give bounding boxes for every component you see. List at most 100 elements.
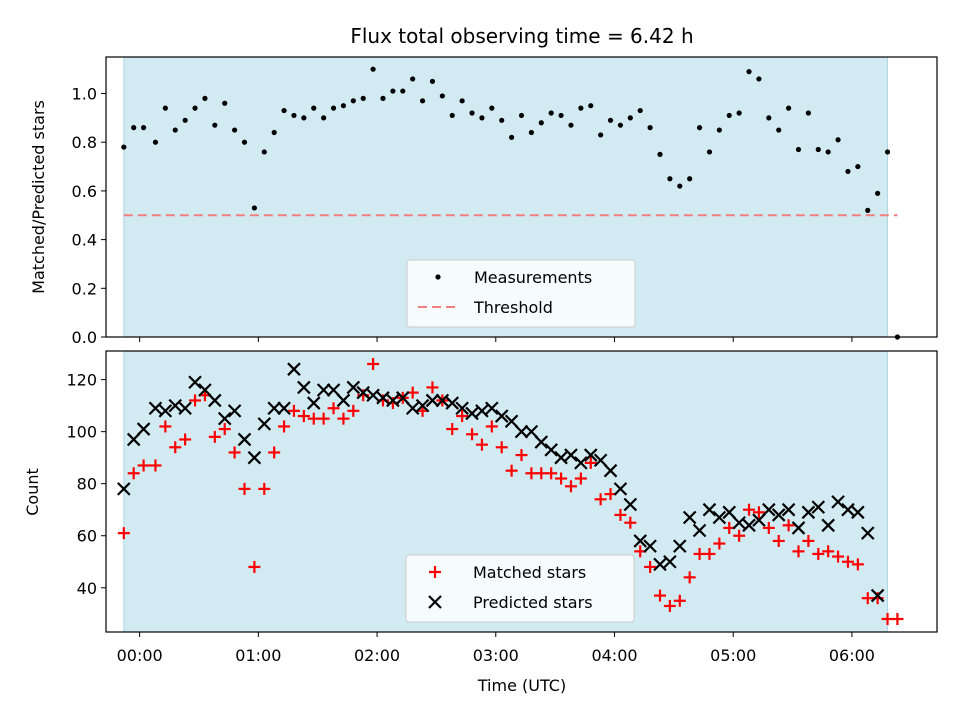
matched-star-point	[772, 534, 785, 547]
measurement-point	[865, 207, 871, 213]
legend-measurements-label: Measurements	[474, 268, 592, 287]
top-y-tick-label: 1.0	[72, 85, 97, 104]
matched-star-point	[159, 420, 172, 433]
x-tick-label: 04:00	[591, 646, 637, 665]
matched-star-point	[337, 412, 350, 425]
predicted-star-point	[247, 450, 262, 465]
measurement-point	[459, 98, 465, 104]
bottom-y-tick-label: 100	[66, 423, 97, 442]
measurement-point	[241, 139, 248, 145]
measurement-point	[795, 146, 802, 153]
predicted-star-point	[336, 393, 351, 408]
matched-star-point	[258, 482, 271, 495]
legend-cross-glyph	[428, 595, 442, 609]
matched-star-point	[545, 467, 558, 480]
measurement-point	[419, 98, 426, 104]
measurement-point	[598, 132, 604, 138]
x-tick-label: 05:00	[710, 646, 756, 665]
top-legend: Measurements Threshold	[406, 259, 636, 328]
measurement-point	[617, 122, 624, 128]
measurement-point	[429, 78, 436, 84]
predicted-star-point	[306, 396, 321, 410]
matched-star-point	[238, 482, 251, 495]
predicted-star-point	[544, 443, 558, 457]
measurement-point	[499, 117, 505, 123]
measurement-point	[301, 115, 307, 121]
measurement-point	[162, 105, 168, 111]
measurement-point	[140, 125, 147, 131]
measurement-point	[232, 127, 238, 133]
bottom-legend-box	[405, 554, 635, 623]
predicted-star-point	[326, 383, 341, 397]
matched-star-point	[327, 402, 340, 415]
predicted-star-point	[762, 502, 776, 517]
bottom-axes-frame	[105, 350, 938, 633]
matched-star-point	[683, 571, 696, 584]
measurement-point	[627, 115, 633, 121]
measurements-series	[121, 66, 901, 340]
measurement-point	[578, 105, 584, 111]
top-y-axis-label: Matched/Predicted stars	[29, 100, 48, 294]
matched-star-point	[851, 558, 864, 571]
predicted-star-point	[435, 393, 450, 408]
predicted-star-point	[136, 422, 151, 436]
measurement-point	[271, 129, 277, 136]
matched-star-point	[891, 612, 904, 625]
chart-title: Flux total observing time = 6.42 h	[350, 24, 693, 48]
predicted-star-point	[554, 450, 568, 465]
measurement-point	[835, 137, 841, 143]
predicted-star-point	[346, 380, 361, 395]
top-y-tick-label: 0.4	[72, 231, 97, 250]
measurement-point	[637, 107, 643, 114]
matched-star-point	[297, 410, 310, 423]
predicted-star-point	[524, 424, 539, 439]
bottom-y-tick-label: 120	[66, 371, 97, 390]
measurement-point	[538, 120, 544, 126]
predicted-star-point	[831, 495, 845, 509]
matched-star-point	[594, 493, 607, 506]
predicted-star-point	[126, 432, 141, 447]
top-y-tick-label: 0.0	[72, 328, 97, 347]
x-axis-label: Time (UTC)	[477, 676, 566, 695]
legend-plus-glyph	[429, 566, 441, 578]
measurement-point	[340, 103, 347, 109]
matched-star-point	[703, 547, 716, 560]
legend-threshold-label: Threshold	[473, 298, 553, 317]
measurement-point	[182, 117, 188, 123]
measurement-point	[212, 122, 218, 128]
measurement-point	[706, 149, 713, 155]
predicted-star-point	[702, 502, 717, 517]
predicted-star-point	[752, 513, 766, 527]
measurement-point	[390, 88, 396, 94]
measurement-point	[330, 105, 337, 111]
measurement-point	[370, 66, 376, 72]
matched-star-point	[584, 456, 597, 469]
predicted-star-point	[603, 463, 618, 478]
measurement-point	[884, 149, 891, 155]
predicted-star-point	[356, 385, 370, 400]
predicted-star-point	[514, 424, 529, 439]
matched-star-point	[208, 430, 221, 443]
predicted-star-point	[178, 401, 192, 416]
matched-star-point	[367, 358, 380, 371]
matched-star-point	[515, 449, 528, 462]
matched-star-point	[446, 423, 459, 436]
predicted-star-point	[771, 508, 786, 522]
predicted-star-point	[168, 398, 183, 413]
measurement-point	[410, 76, 416, 82]
matched-star-point	[149, 459, 162, 472]
measurement-point	[489, 105, 495, 111]
measurement-point	[360, 95, 366, 101]
matched-star-point	[733, 529, 746, 542]
top-panel: 0.0 0.2 0.4 0.6 0.8 1.0 Matched/Predicted sta…	[29, 56, 938, 347]
matched-star-point	[792, 545, 805, 558]
bottom-y-tick-label: 80	[77, 475, 97, 494]
matched-star-point	[278, 420, 291, 433]
measurement-point	[548, 110, 554, 116]
measurement-point	[449, 112, 455, 119]
matched-star-point	[802, 534, 815, 547]
predicted-star-point	[781, 502, 796, 517]
legend-measurements-marker	[435, 274, 441, 280]
measurement-point	[281, 107, 287, 114]
x-tick-label: 00:00	[117, 646, 163, 665]
